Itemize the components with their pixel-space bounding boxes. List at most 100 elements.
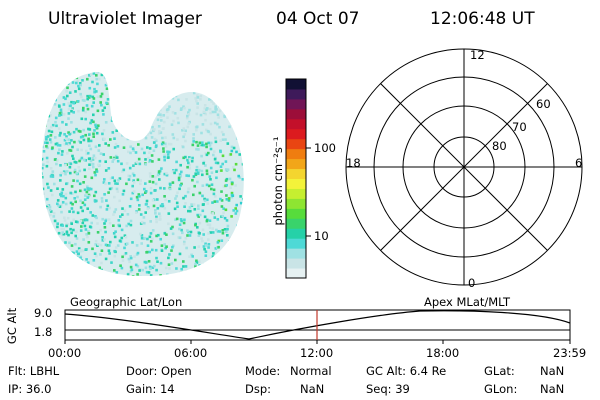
auroral-pixel [122, 81, 126, 84]
auroral-pixel [196, 144, 200, 147]
auroral-pixel [129, 145, 132, 149]
auroral-pixel [177, 98, 180, 102]
auroral-pixel [86, 107, 90, 111]
auroral-pixel [111, 176, 114, 179]
auroral-pixel [95, 170, 99, 173]
auroral-pixel [59, 179, 62, 182]
auroral-pixel [91, 80, 94, 84]
auroral-pixel [188, 206, 192, 209]
auroral-pixel [208, 107, 212, 111]
auroral-pixel [241, 178, 244, 181]
auroral-pixel [154, 139, 158, 142]
auroral-pixel [134, 88, 138, 92]
auroral-pixel [58, 114, 61, 117]
auroral-pixel [127, 222, 130, 226]
auroral-pixel [131, 184, 134, 188]
auroral-pixel [127, 96, 131, 99]
auroral-pixel [214, 140, 218, 144]
auroral-pixel [59, 164, 62, 167]
auroral-pixel [151, 248, 154, 252]
auroral-pixel [170, 262, 174, 265]
auroral-pixel [91, 157, 94, 160]
auroral-pixel [209, 122, 213, 126]
auroral-pixel [222, 133, 225, 136]
auroral-pixel [149, 186, 153, 190]
auroral-pixel [73, 271, 76, 274]
auroral-pixel [169, 142, 173, 146]
auroral-pixel [202, 245, 206, 248]
auroral-pixel [166, 278, 169, 281]
auroral-pixel [213, 80, 216, 84]
auroral-pixel [49, 83, 53, 87]
auroral-pixel [52, 253, 55, 256]
auroral-pixel [167, 256, 170, 260]
auroral-pixel [93, 87, 96, 91]
auroral-pixel [65, 90, 68, 93]
auroral-pixel [130, 127, 134, 131]
auroral-pixel [220, 169, 223, 172]
auroral-pixel [209, 111, 212, 115]
auroral-pixel [193, 246, 196, 249]
auroral-pixel [63, 143, 67, 146]
auroral-pixel [143, 99, 147, 102]
auroral-pixel [66, 94, 69, 98]
auroral-pixel [102, 181, 106, 184]
auroral-pixel [189, 83, 192, 86]
auroral-pixel [71, 261, 74, 264]
auroral-pixel [180, 182, 183, 186]
auroral-pixel [207, 184, 211, 188]
auroral-pixel [85, 152, 88, 156]
auroral-pixel [208, 219, 212, 222]
auroral-pixel [81, 108, 85, 112]
auroral-pixel [60, 227, 63, 231]
auroral-pixel [146, 100, 150, 104]
auroral-pixel [109, 156, 113, 159]
auroral-pixel [206, 129, 210, 133]
auroral-pixel [136, 251, 140, 255]
auroral-pixel [71, 145, 74, 149]
auroral-pixel [87, 241, 91, 244]
auroral-pixel [218, 230, 222, 233]
auroral-pixel [92, 154, 96, 157]
auroral-pixel [198, 264, 201, 267]
auroral-pixel [140, 242, 143, 245]
auroral-pixel [70, 244, 74, 247]
auroral-pixel [221, 138, 225, 141]
auroral-pixel [62, 227, 65, 231]
auroral-pixel [175, 194, 178, 198]
auroral-pixel [213, 83, 217, 87]
auroral-pixel [211, 201, 214, 204]
auroral-pixel [209, 141, 213, 145]
auroral-pixel [97, 124, 100, 127]
auroral-pixel [147, 156, 150, 160]
auroral-pixel [57, 79, 61, 82]
auroral-pixel [197, 260, 201, 263]
auroral-pixel [207, 246, 210, 249]
auroral-pixel [206, 80, 210, 84]
auroral-pixel [127, 178, 131, 181]
auroral-pixel [163, 82, 166, 86]
auroral-pixel [46, 182, 49, 186]
auroral-pixel [205, 183, 209, 187]
auroral-pixel [56, 258, 59, 262]
auroral-pixel [145, 261, 148, 264]
auroral-pixel [249, 181, 252, 184]
auroral-pixel [110, 75, 113, 79]
auroral-pixel [80, 117, 84, 121]
auroral-pixel [81, 98, 85, 102]
auroral-pixel [162, 83, 166, 87]
auroral-pixel [75, 256, 79, 259]
auroral-pixel [219, 260, 223, 264]
auroral-pixel [88, 86, 92, 90]
auroral-pixel [41, 172, 43, 175]
auroral-pixel [146, 237, 149, 241]
auroral-pixel [187, 209, 190, 213]
auroral-pixel [119, 264, 122, 267]
auroral-pixel [83, 158, 86, 162]
auroral-pixel [81, 209, 84, 213]
auroral-pixel [89, 121, 92, 125]
auroral-pixel [148, 151, 151, 154]
auroral-pixel [206, 223, 210, 226]
auroral-pixel [157, 85, 160, 88]
auroral-pixel [183, 218, 186, 222]
